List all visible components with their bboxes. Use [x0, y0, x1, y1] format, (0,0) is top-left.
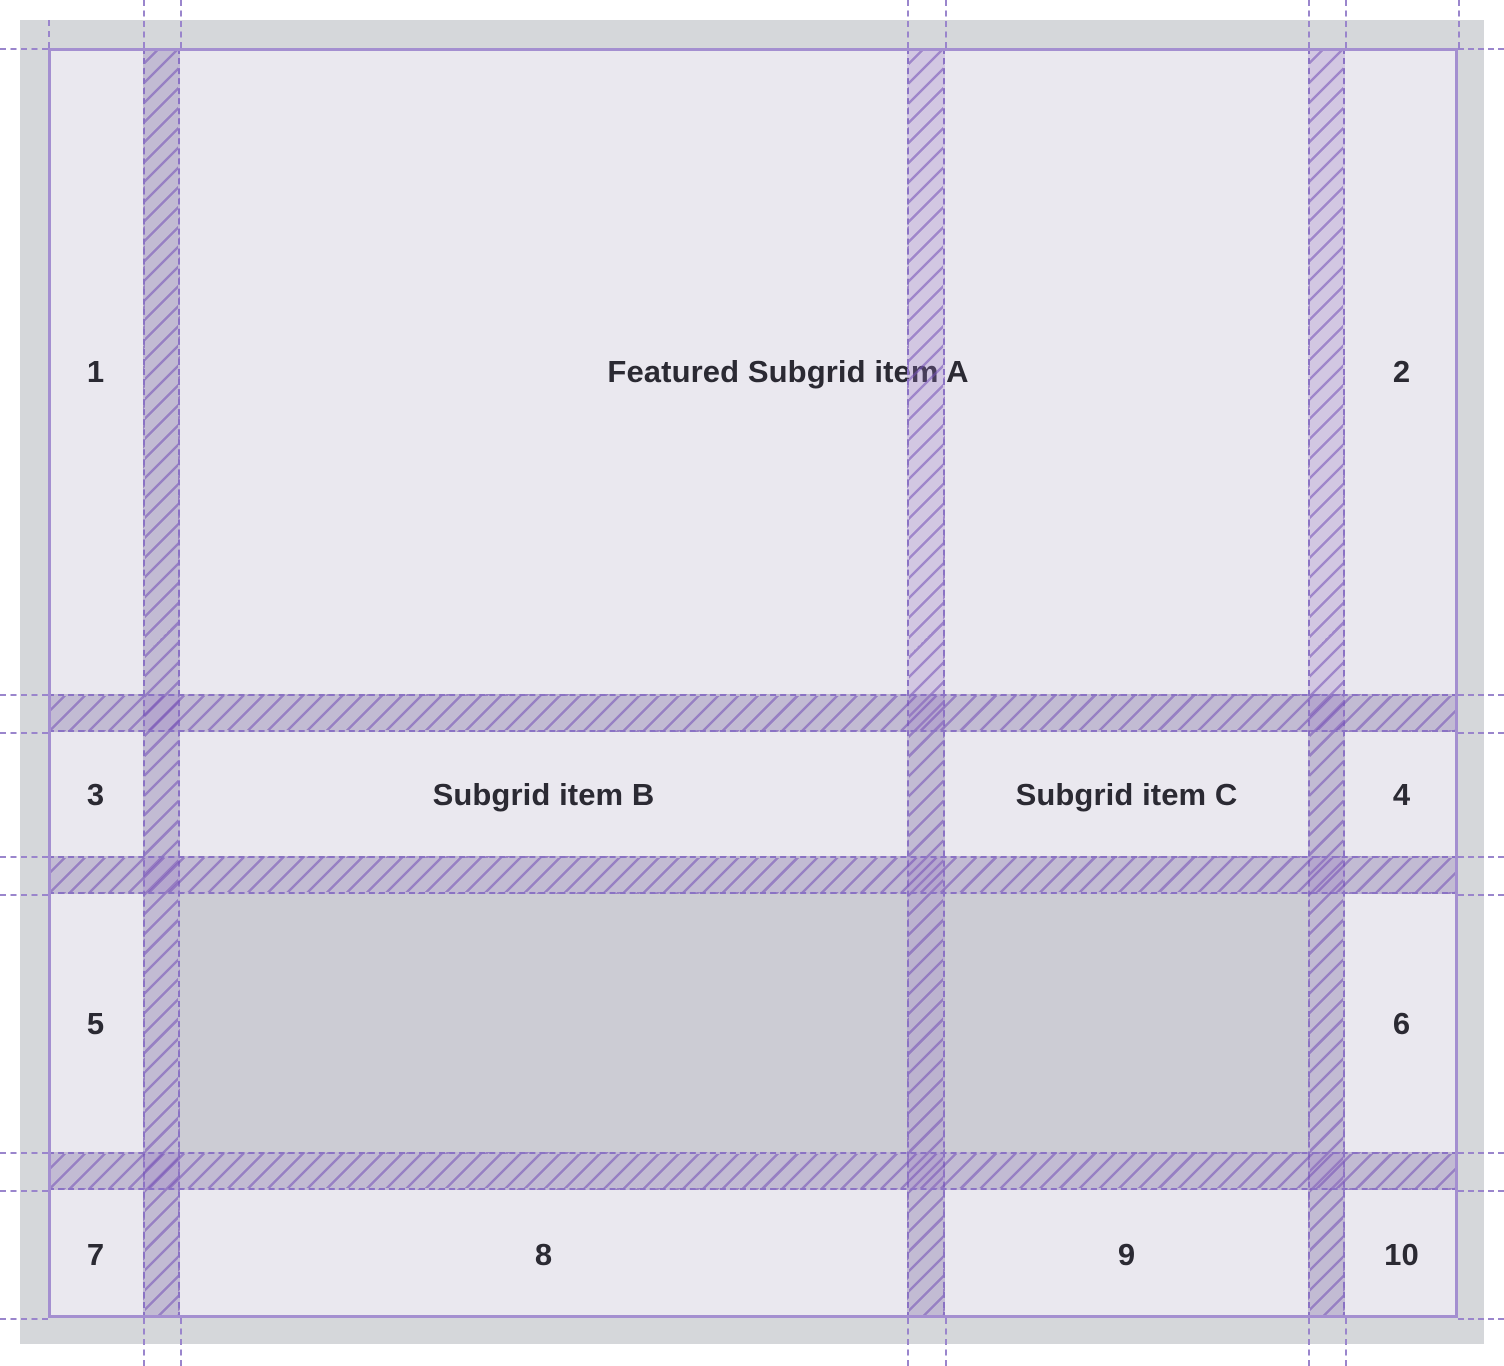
grid-cell-1[interactable]: 1: [48, 48, 143, 694]
grid-cell-featured-subgrid-item-a[interactable]: Featured Subgrid item A: [180, 48, 1396, 694]
grid-cell-9-label: 9: [1117, 1236, 1136, 1272]
grid-cell-8[interactable]: 8: [180, 1190, 907, 1318]
grid-cell-10[interactable]: 10: [1345, 1190, 1458, 1318]
grid-cell-10-label: 10: [1384, 1236, 1419, 1272]
featured-subgrid-item-a-label: Featured Subgrid item A: [607, 353, 969, 389]
grid-cell-7-label: 7: [86, 1236, 105, 1272]
grid-cell-5-label: 5: [86, 1005, 105, 1041]
grid-cell-3[interactable]: 3: [48, 732, 143, 856]
grid-cell-subgrid-item-c[interactable]: Subgrid item C: [945, 732, 1308, 856]
subgrid-item-b-label: Subgrid item B: [432, 776, 655, 812]
grid-cell-7[interactable]: 7: [48, 1190, 143, 1318]
subgrid-region: [180, 894, 1308, 1152]
grid-cell-4[interactable]: 4: [1345, 732, 1458, 856]
grid-cell-2-label: 2: [1392, 353, 1411, 389]
grid-cell-9[interactable]: 9: [945, 1190, 1308, 1318]
grid-cell-4-label: 4: [1392, 776, 1411, 812]
grid-cell-5[interactable]: 5: [48, 894, 143, 1152]
grid-cell-subgrid-item-b[interactable]: Subgrid item B: [180, 732, 907, 856]
grid-cell-6-label: 6: [1392, 1005, 1411, 1041]
grid-cell-8-label: 8: [534, 1236, 553, 1272]
subgrid-item-c-label: Subgrid item C: [1015, 776, 1238, 812]
grid-cell-6[interactable]: 6: [1345, 894, 1458, 1152]
grid-container: 1 Featured Subgrid item A 2 3 Subgrid it…: [48, 48, 1458, 1318]
grid-cell-1-label: 1: [86, 353, 105, 389]
grid-cell-3-label: 3: [86, 776, 105, 812]
grid-cell-2[interactable]: 2: [1345, 48, 1458, 694]
